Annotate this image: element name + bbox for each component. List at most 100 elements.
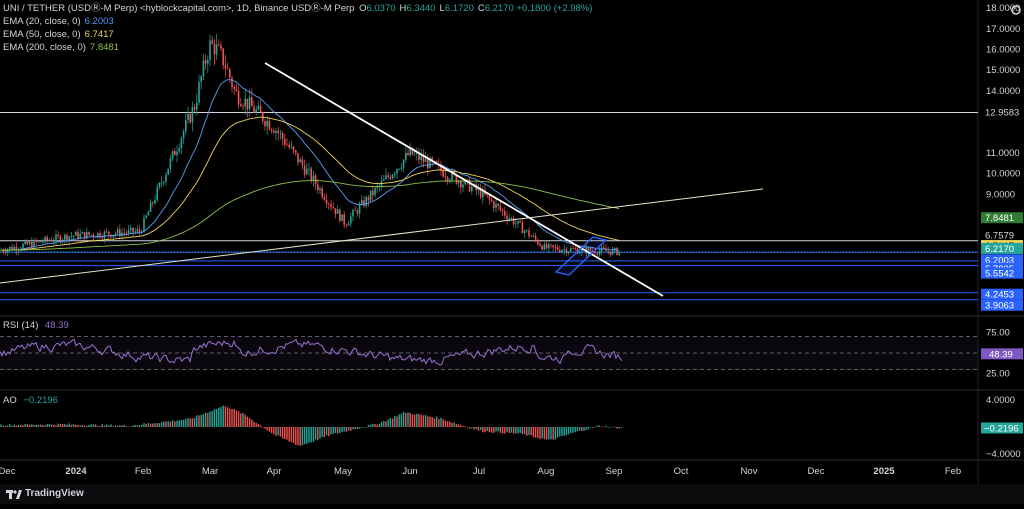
ao-bar (200, 414, 202, 427)
ao-bar (4, 425, 7, 427)
ao-bar (611, 426, 614, 428)
candle-body (308, 168, 310, 170)
candle-body (354, 210, 356, 211)
ao-bar (77, 424, 79, 427)
ao-bar (48, 423, 51, 427)
ao-bar (471, 427, 473, 429)
ao-bar (277, 427, 279, 436)
x-tick-label: Jun (402, 466, 417, 477)
ao-bar (508, 427, 510, 434)
price-label-text: 4.2453 (985, 290, 1014, 301)
candle-body (90, 234, 92, 236)
ao-bar (152, 423, 154, 427)
candle-body (328, 203, 330, 205)
ao-bar (237, 411, 240, 427)
ao-bar (64, 424, 66, 427)
candle-body (209, 40, 211, 60)
candle-body (204, 60, 207, 64)
ao-bar (290, 427, 293, 442)
candle-body (616, 247, 618, 255)
price-label-bg (981, 212, 1023, 224)
price-label-tag: 5.5542 (981, 267, 1023, 280)
candle-body (114, 233, 117, 235)
ao-bar (341, 427, 343, 433)
candle-body (136, 229, 139, 232)
price-label-bg (981, 229, 1023, 241)
candle-body (4, 251, 7, 253)
candle-body (266, 120, 268, 127)
price-label-bg (981, 288, 1023, 300)
ao-bar (521, 427, 524, 435)
candle-body (429, 157, 431, 169)
candle-body (147, 211, 150, 216)
candle-body (251, 97, 253, 107)
rsi-value-tag-text: 48.39 (989, 349, 1013, 360)
candle-body (191, 107, 194, 123)
ao-bar (202, 414, 205, 427)
candle-body (479, 188, 482, 198)
ao-bar (330, 427, 332, 435)
price-label-text: 12.9583 (985, 107, 1019, 118)
descending-trendline (264, 62, 664, 297)
candle-body (462, 184, 464, 188)
candle-body (405, 152, 407, 160)
candle-body (64, 234, 66, 240)
candle-body (464, 179, 466, 185)
candle-body (574, 248, 576, 250)
ao-bar (268, 427, 271, 432)
ao-tick-label: 4.0000 (986, 395, 1015, 406)
ao-bar (286, 427, 288, 440)
candle-body (99, 232, 101, 238)
candle-body (510, 218, 513, 219)
candle-body (427, 159, 429, 169)
ao-bar (158, 423, 161, 427)
candle-body (578, 251, 581, 254)
ao-bar (165, 421, 167, 427)
candle-body (424, 159, 427, 162)
candle-body (277, 130, 279, 134)
candle-body (68, 236, 70, 241)
candle-body (596, 253, 598, 255)
candle-body (350, 216, 352, 224)
ao-bar (438, 418, 440, 427)
ao-bar (583, 427, 585, 431)
ao-bar (389, 417, 392, 427)
ao-bar (121, 425, 123, 427)
ao-bar (189, 418, 191, 427)
ao-bar (451, 422, 453, 427)
x-tick-label: Aug (538, 466, 555, 477)
candle-body (365, 197, 367, 207)
ao-bar (515, 427, 517, 434)
ao-bar (512, 427, 515, 434)
candle-body (398, 168, 400, 170)
ao-bar (110, 424, 112, 427)
ao-bar (418, 413, 420, 427)
ao-bar (539, 427, 541, 440)
ao-bar (79, 425, 81, 427)
candle-body (312, 175, 315, 181)
flag-channel (554, 236, 608, 276)
candle-body (559, 249, 561, 253)
ao-bar (191, 418, 194, 427)
ao-bar (13, 424, 15, 427)
ao-bar (449, 421, 451, 427)
candle-body (180, 138, 183, 148)
ao-bar (442, 419, 444, 427)
ao-bar (185, 418, 187, 427)
ao-bar (532, 427, 535, 437)
candle-body (325, 199, 328, 204)
ao-bar (262, 427, 264, 428)
ao-bar (229, 408, 231, 427)
candle-body (323, 196, 326, 200)
settings-gear-icon[interactable] (1011, 5, 1021, 15)
candle-body (24, 241, 26, 245)
ao-bar (240, 413, 242, 427)
candle-body (581, 248, 583, 252)
candle-body (471, 186, 473, 192)
candle-body (193, 107, 196, 110)
candle-body (141, 231, 143, 233)
ao-bar (105, 424, 108, 427)
ao-bar (171, 420, 174, 427)
